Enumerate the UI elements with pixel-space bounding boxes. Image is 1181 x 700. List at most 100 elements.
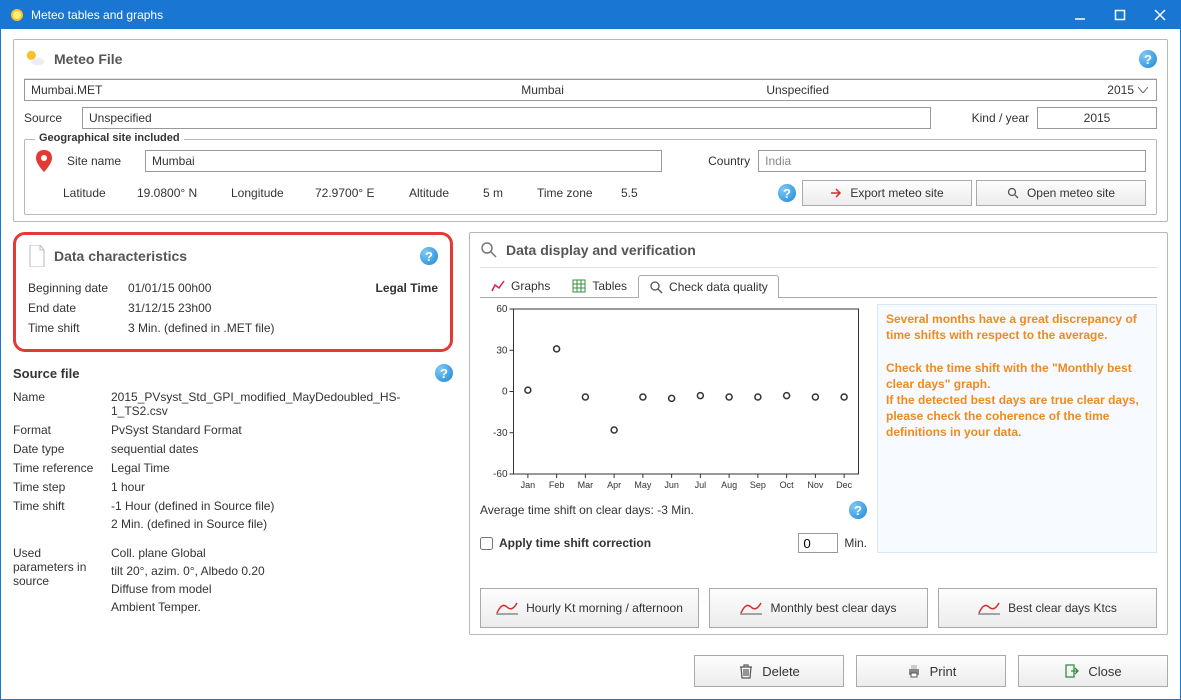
file-icon bbox=[28, 245, 46, 267]
window: Meteo tables and graphs Meteo File ? Mum… bbox=[0, 0, 1181, 700]
file-year: 2015 bbox=[1011, 83, 1134, 97]
legal-time-label: Legal Time bbox=[376, 281, 438, 295]
svg-text:Apr: Apr bbox=[607, 480, 621, 490]
search-icon bbox=[649, 280, 663, 294]
minimize-button[interactable] bbox=[1060, 1, 1100, 29]
table-icon bbox=[572, 279, 586, 293]
printer-icon bbox=[906, 663, 922, 679]
svg-text:Dec: Dec bbox=[836, 480, 853, 490]
sf-used4: Ambient Temper. bbox=[111, 600, 453, 614]
longitude-value: 72.9700° E bbox=[315, 186, 405, 200]
sf-timeref-label: Time reference bbox=[13, 461, 103, 475]
svg-text:60: 60 bbox=[496, 304, 508, 315]
latitude-label: Latitude bbox=[63, 186, 133, 200]
open-meteo-site-button[interactable]: Open meteo site bbox=[976, 180, 1146, 206]
sf-timeshift-label: Time shift bbox=[13, 499, 103, 531]
timezone-value: 5.5 bbox=[621, 186, 671, 200]
sf-used1: Coll. plane Global bbox=[111, 546, 453, 560]
svg-text:Jul: Jul bbox=[695, 480, 707, 490]
apply-shift-checkbox[interactable]: Apply time shift correction bbox=[480, 536, 651, 550]
tabs: Graphs Tables Check data quality bbox=[480, 274, 1157, 298]
svg-text:-60: -60 bbox=[493, 469, 508, 480]
chevron-down-icon bbox=[1134, 87, 1152, 93]
svg-text:0: 0 bbox=[502, 387, 508, 398]
hourly-kt-button[interactable]: Hourly Kt morning / afternoon bbox=[480, 588, 699, 628]
svg-text:Sep: Sep bbox=[750, 480, 766, 490]
help-icon[interactable]: ? bbox=[420, 247, 438, 265]
altitude-label: Altitude bbox=[409, 186, 479, 200]
help-icon[interactable]: ? bbox=[778, 184, 796, 202]
kind-year-field[interactable]: 2015 bbox=[1037, 107, 1157, 129]
sf-timeref-value: Legal Time bbox=[111, 461, 453, 475]
meteo-file-pane: Meteo File ? Mumbai.MET Mumbai Unspecifi… bbox=[13, 39, 1168, 222]
svg-text:Jun: Jun bbox=[664, 480, 679, 490]
best-clear-ktcs-button[interactable]: Best clear days Ktcs bbox=[938, 588, 1157, 628]
export-meteo-site-button[interactable]: Export meteo site bbox=[802, 180, 972, 206]
monthly-best-clear-button[interactable]: Monthly best clear days bbox=[709, 588, 928, 628]
exit-icon bbox=[1064, 663, 1080, 679]
svg-text:May: May bbox=[634, 480, 652, 490]
shift-minutes-input[interactable] bbox=[798, 533, 838, 553]
end-date-value: 31/12/15 23h00 bbox=[128, 301, 376, 315]
time-shift-label: Time shift bbox=[28, 321, 128, 335]
beg-date-value: 01/01/15 00h00 bbox=[128, 281, 376, 295]
sf-name-label: Name bbox=[13, 390, 103, 418]
print-button[interactable]: Print bbox=[856, 655, 1006, 687]
sun-cloud-icon bbox=[24, 48, 46, 70]
file-selector[interactable]: Mumbai.MET Mumbai Unspecified 2015 bbox=[24, 79, 1157, 101]
svg-text:Nov: Nov bbox=[807, 480, 824, 490]
time-shift-chart: -60-3003060JanFebMarAprMayJunJulAugSepOc… bbox=[480, 304, 867, 494]
source-field[interactable]: Unspecified bbox=[82, 107, 931, 129]
altitude-value: 5 m bbox=[483, 186, 533, 200]
sf-timestep-value: 1 hour bbox=[111, 480, 453, 494]
geo-site-box: Geographical site included Site name Mum… bbox=[24, 139, 1157, 215]
pin-icon bbox=[35, 150, 53, 172]
source-file-pane: Source file ? Name 2015_PVsyst_Std_GPI_m… bbox=[13, 360, 453, 614]
kind-year-label: Kind / year bbox=[939, 111, 1029, 125]
help-icon[interactable]: ? bbox=[435, 364, 453, 382]
site-name-field[interactable]: Mumbai bbox=[145, 150, 662, 172]
file-spec: Unspecified bbox=[766, 83, 1011, 97]
data-display-pane: Data display and verification Graphs Tab… bbox=[469, 232, 1168, 635]
curve-icon bbox=[740, 601, 762, 615]
source-file-title: Source file bbox=[13, 366, 79, 381]
tab-tables[interactable]: Tables bbox=[561, 274, 638, 297]
tab-check-quality[interactable]: Check data quality bbox=[638, 275, 779, 298]
sf-format-label: Format bbox=[13, 423, 103, 437]
maximize-button[interactable] bbox=[1100, 1, 1140, 29]
sf-used2: tilt 20°, azim. 0°, Albedo 0.20 bbox=[111, 564, 453, 578]
data-char-title: Data characteristics bbox=[54, 248, 187, 264]
longitude-label: Longitude bbox=[231, 186, 311, 200]
sf-timeshift-value2: 2 Min. (defined in Source file) bbox=[111, 517, 453, 531]
data-characteristics-pane: Data characteristics ? Beginning date 01… bbox=[13, 232, 453, 352]
beg-date-label: Beginning date bbox=[28, 281, 128, 295]
arrow-right-icon bbox=[830, 187, 842, 199]
window-title: Meteo tables and graphs bbox=[31, 8, 1060, 22]
sf-datetype-value: sequential dates bbox=[111, 442, 453, 456]
help-icon[interactable]: ? bbox=[1139, 50, 1157, 68]
sf-datetype-label: Date type bbox=[13, 442, 103, 456]
avg-shift-text: Average time shift on clear days: -3 Min… bbox=[480, 503, 694, 517]
titlebar: Meteo tables and graphs bbox=[1, 1, 1180, 29]
footer: Delete Print Close bbox=[13, 655, 1168, 687]
delete-button[interactable]: Delete bbox=[694, 655, 844, 687]
time-shift-value: 3 Min. (defined in .MET file) bbox=[128, 321, 376, 335]
svg-text:-30: -30 bbox=[493, 428, 508, 439]
close-button[interactable]: Close bbox=[1018, 655, 1168, 687]
svg-text:Mar: Mar bbox=[578, 480, 594, 490]
curve-icon bbox=[978, 601, 1000, 615]
file-name: Mumbai.MET bbox=[31, 83, 521, 97]
tab-graphs[interactable]: Graphs bbox=[480, 274, 561, 297]
warning-panel: Several months have a great discrepancy … bbox=[877, 304, 1157, 553]
help-icon[interactable]: ? bbox=[849, 501, 867, 519]
latitude-value: 19.0800° N bbox=[137, 186, 227, 200]
end-date-label: End date bbox=[28, 301, 128, 315]
country-label: Country bbox=[670, 154, 750, 168]
country-field[interactable]: India bbox=[758, 150, 1146, 172]
sf-timeshift-value1: -1 Hour (defined in Source file) bbox=[111, 499, 453, 513]
search-icon bbox=[1007, 187, 1019, 199]
display-title: Data display and verification bbox=[506, 242, 696, 258]
close-window-button[interactable] bbox=[1140, 1, 1180, 29]
trash-icon bbox=[738, 663, 754, 679]
svg-text:Oct: Oct bbox=[780, 480, 795, 490]
